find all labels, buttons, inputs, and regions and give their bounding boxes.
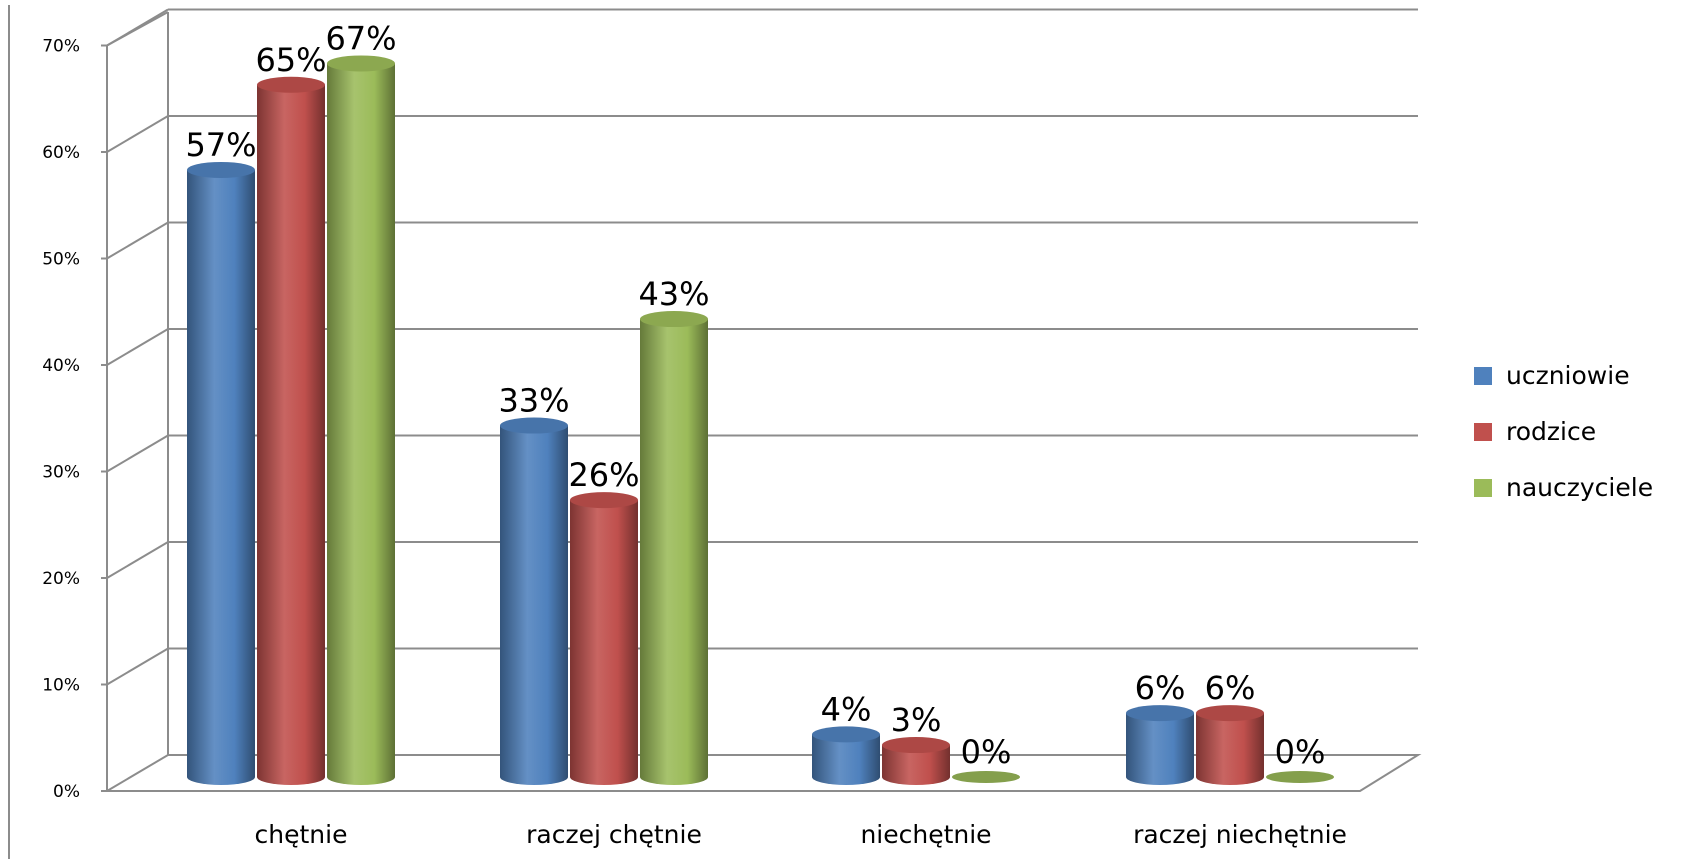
bar-top bbox=[640, 311, 708, 328]
bar-body bbox=[812, 734, 880, 785]
bar-body bbox=[570, 500, 638, 785]
bar-top bbox=[952, 771, 1020, 783]
bar-top bbox=[1126, 705, 1194, 722]
bar-body bbox=[327, 63, 395, 785]
legend-label: uczniowie bbox=[1506, 361, 1630, 390]
bar-rodzice-1 bbox=[570, 492, 638, 785]
gridline-side bbox=[106, 115, 169, 153]
data-label: 6% bbox=[1135, 669, 1186, 707]
y-tick-label: 10% bbox=[42, 676, 80, 696]
bar-uczniowie-3 bbox=[1126, 705, 1194, 785]
data-labels: 57% 65%67% 33% 26% 43% 4% 3% 0% 6% 6% 0% bbox=[185, 19, 1325, 771]
bar-nauczyciele-2 bbox=[952, 771, 1020, 783]
gridline-side bbox=[106, 434, 169, 473]
bar-body bbox=[257, 84, 325, 785]
bar-uczniowie-0 bbox=[187, 161, 255, 785]
y-tick-label: 30% bbox=[42, 463, 80, 483]
data-label: 4% bbox=[821, 690, 872, 728]
bar-body bbox=[500, 425, 568, 785]
legend: uczniowie rodzice nauczyciele bbox=[1474, 361, 1653, 502]
legend-item-uczniowie: uczniowie bbox=[1474, 361, 1630, 390]
bar-top bbox=[500, 417, 568, 434]
y-tick-label: 0% bbox=[53, 782, 80, 802]
bar-uczniowie-1 bbox=[500, 417, 568, 785]
data-label: 3% bbox=[891, 701, 942, 739]
bar-body bbox=[882, 745, 950, 785]
data-label: 0% bbox=[1275, 733, 1326, 771]
bar-nauczyciele-1 bbox=[640, 311, 708, 785]
gridline-side bbox=[106, 328, 169, 366]
bar-top bbox=[812, 726, 880, 743]
data-label: 0% bbox=[961, 733, 1012, 771]
data-label: 6% bbox=[1205, 669, 1256, 707]
legend-swatch bbox=[1474, 367, 1492, 385]
legend-item-nauczyciele: nauczyciele bbox=[1474, 473, 1653, 502]
chart-floor bbox=[103, 754, 1422, 792]
legend-item-rodzice: rodzice bbox=[1474, 417, 1596, 446]
bar-nauczyciele-0 bbox=[327, 55, 395, 785]
bar-rodzice-0 bbox=[257, 76, 325, 785]
legend-label: rodzice bbox=[1506, 417, 1596, 446]
data-label: 43% bbox=[638, 275, 709, 313]
bar-top bbox=[570, 492, 638, 509]
bar-rodzice-3 bbox=[1196, 705, 1264, 785]
y-axis: 0% 10% 20% 30% 40% 50% 60% 70% bbox=[42, 37, 107, 802]
bar-top bbox=[327, 55, 395, 72]
bar-body bbox=[187, 169, 255, 785]
gridline-side bbox=[106, 647, 169, 686]
bar-rodzice-2 bbox=[882, 737, 950, 785]
data-label: 67% bbox=[325, 19, 396, 57]
data-label: 65% bbox=[255, 41, 326, 79]
bar-top bbox=[257, 76, 325, 93]
y-tick-label: 70% bbox=[42, 37, 80, 57]
x-tick-label: chętnie bbox=[255, 820, 348, 849]
y-tick-label: 50% bbox=[42, 250, 80, 270]
data-label: 57% bbox=[185, 126, 256, 164]
bar-top bbox=[1196, 705, 1264, 722]
x-axis: chętnie raczej chętnie niechętnie raczej ni… bbox=[255, 820, 1347, 849]
bar-body bbox=[1126, 713, 1194, 785]
x-tick-label: niechętnie bbox=[860, 820, 991, 849]
x-tick-label: raczej niechętnie bbox=[1133, 820, 1347, 849]
bar-body bbox=[640, 319, 708, 785]
bar-nauczyciele-3 bbox=[1266, 771, 1334, 783]
y-tick-label: 60% bbox=[42, 143, 80, 163]
bar-top bbox=[882, 737, 950, 754]
legend-label: nauczyciele bbox=[1506, 473, 1653, 502]
chart-walls bbox=[8, 5, 1422, 859]
bars bbox=[187, 55, 1334, 785]
gridline-side bbox=[106, 8, 169, 47]
legend-swatch bbox=[1474, 479, 1492, 497]
gridline-side bbox=[106, 541, 169, 579]
data-label: 26% bbox=[568, 456, 639, 494]
data-label: 33% bbox=[498, 382, 569, 420]
bar-top bbox=[187, 161, 255, 178]
legend-swatch bbox=[1474, 423, 1492, 441]
gridline-side bbox=[106, 221, 169, 260]
y-tick-label: 40% bbox=[42, 356, 80, 376]
bar-body bbox=[1196, 713, 1264, 785]
x-tick-label: raczej chętnie bbox=[526, 820, 702, 849]
bar-uczniowie-2 bbox=[812, 726, 880, 785]
bar-top bbox=[1266, 771, 1334, 783]
y-tick-label: 20% bbox=[42, 569, 80, 589]
